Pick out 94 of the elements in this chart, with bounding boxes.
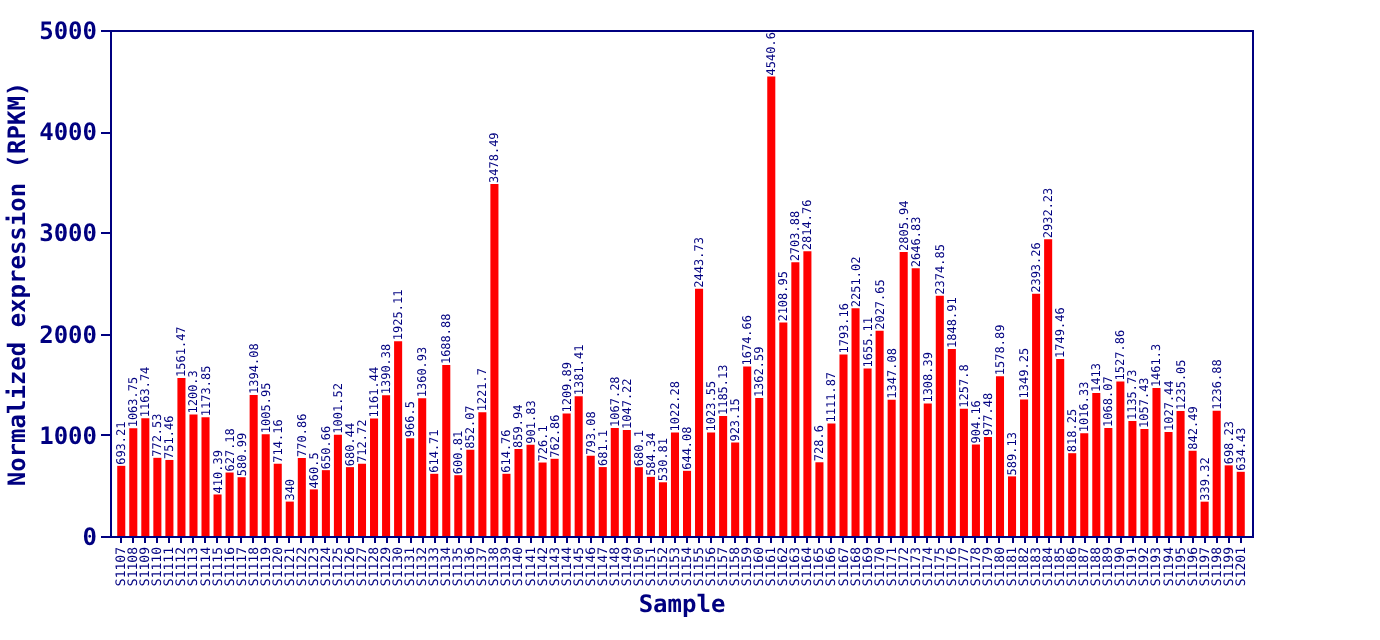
bar xyxy=(1020,399,1029,536)
bar xyxy=(959,408,968,536)
bar xyxy=(490,183,499,536)
bar xyxy=(430,473,439,536)
bar xyxy=(466,449,475,536)
bar xyxy=(610,427,619,536)
bar xyxy=(153,457,162,536)
bar xyxy=(117,465,126,536)
bar xyxy=(1236,471,1245,536)
bar xyxy=(646,476,655,536)
bar xyxy=(129,428,138,536)
bar xyxy=(394,341,403,536)
bar xyxy=(923,403,932,536)
bar xyxy=(502,473,511,536)
bar xyxy=(995,376,1005,536)
bar xyxy=(707,432,716,536)
bar xyxy=(658,482,667,536)
bar xyxy=(370,418,379,536)
bar xyxy=(887,399,896,536)
bar xyxy=(382,395,391,536)
bar xyxy=(899,252,908,536)
bar xyxy=(1188,450,1197,536)
bar xyxy=(755,398,764,536)
y-axis-title: Normalized expression (RPKM) xyxy=(3,81,32,487)
bar xyxy=(345,467,354,536)
bar xyxy=(418,398,427,536)
bar xyxy=(682,470,692,536)
y-tick-label: 3000 xyxy=(39,219,97,248)
bar xyxy=(213,494,222,536)
bar xyxy=(791,262,800,536)
bar xyxy=(983,437,992,536)
bar xyxy=(550,458,559,536)
bar xyxy=(719,416,728,536)
bar xyxy=(177,377,186,536)
bar xyxy=(1200,501,1209,536)
y-tick-label: 1000 xyxy=(39,421,97,450)
bar xyxy=(321,470,330,536)
bar xyxy=(141,418,150,536)
y-tick-label: 5000 xyxy=(39,17,97,45)
bar xyxy=(1176,411,1185,536)
bar xyxy=(1056,358,1065,536)
bar xyxy=(851,308,860,536)
bar xyxy=(1104,427,1113,536)
bar xyxy=(309,489,318,536)
bar xyxy=(1140,428,1149,536)
bar xyxy=(622,430,631,536)
bar xyxy=(935,295,944,536)
bar xyxy=(357,463,367,536)
bar xyxy=(1032,293,1041,536)
bar xyxy=(731,442,740,536)
bar xyxy=(273,463,282,536)
bar xyxy=(1068,453,1077,536)
bar xyxy=(1008,476,1017,536)
bar xyxy=(1080,433,1089,536)
y-tick-label: 2000 xyxy=(39,320,97,349)
bar xyxy=(249,394,258,536)
bar xyxy=(779,322,788,536)
bar xyxy=(261,434,270,536)
bar xyxy=(237,477,246,536)
bar xyxy=(695,288,704,536)
bar xyxy=(875,330,884,536)
bar xyxy=(598,467,607,536)
bar xyxy=(478,412,487,536)
bar xyxy=(1092,393,1101,536)
bar xyxy=(1224,465,1233,536)
bar xyxy=(586,455,595,536)
bar xyxy=(863,368,872,536)
bar xyxy=(442,365,451,536)
bar xyxy=(1212,410,1221,536)
bar xyxy=(1128,421,1137,536)
bar xyxy=(947,348,956,536)
bar xyxy=(743,366,752,536)
bar xyxy=(574,396,583,536)
y-tick-label: 4000 xyxy=(39,118,97,147)
bar xyxy=(1116,381,1125,536)
bar xyxy=(634,467,643,536)
bar xyxy=(165,459,174,536)
bar xyxy=(333,434,342,536)
bar xyxy=(815,462,824,536)
bar xyxy=(767,76,776,536)
bar xyxy=(562,413,571,536)
bar xyxy=(1044,239,1053,536)
bar xyxy=(670,432,680,536)
y-tick-label: 0 xyxy=(82,523,97,551)
bar xyxy=(225,472,234,536)
bar xyxy=(454,475,463,536)
bar xyxy=(971,444,980,536)
bar xyxy=(911,268,920,536)
bar xyxy=(538,462,547,536)
bar xyxy=(297,457,306,536)
bar xyxy=(803,251,812,536)
bar xyxy=(406,438,415,536)
bar xyxy=(285,501,294,536)
x-axis-title: Sample xyxy=(638,590,726,619)
